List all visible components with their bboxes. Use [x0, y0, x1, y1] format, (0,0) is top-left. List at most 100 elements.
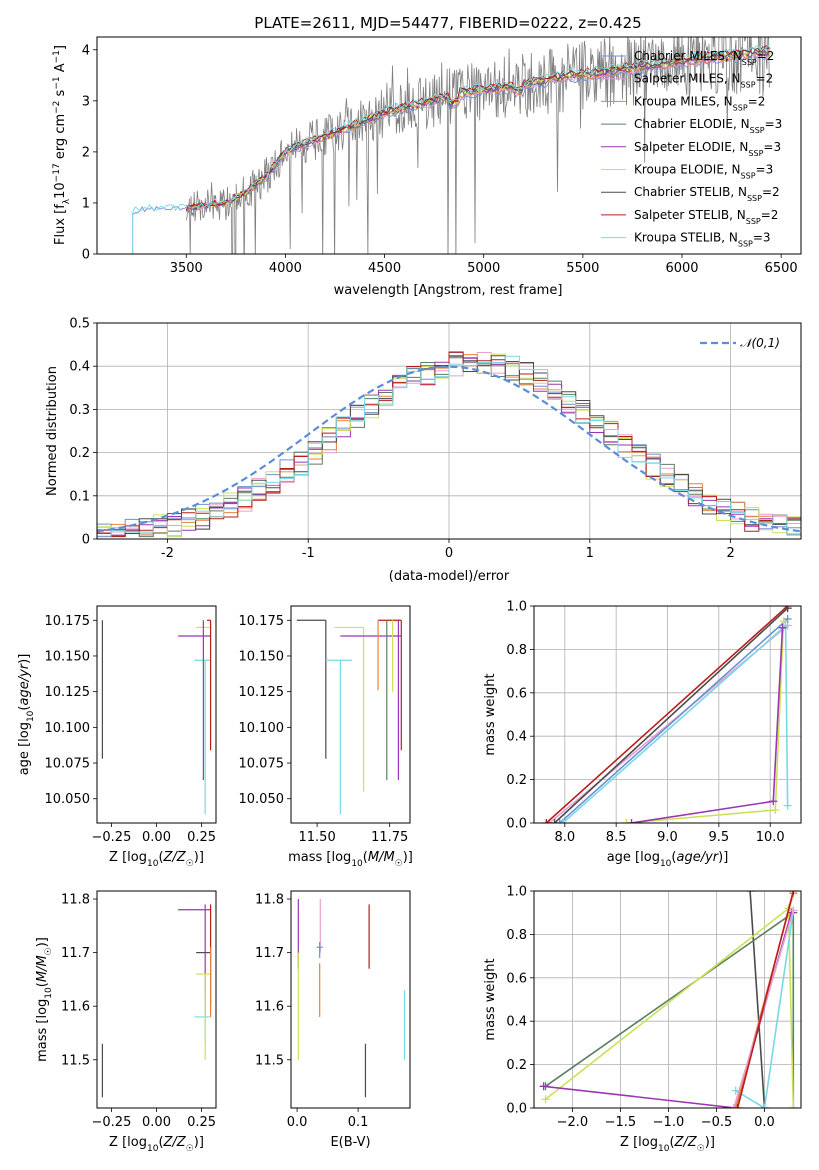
axes-frame: [96, 890, 217, 1109]
normal-curve: [97, 365, 801, 533]
mass-weight-marker: [622, 819, 631, 823]
legend-label: Chabrier ELODIE, NSSP=3: [634, 117, 782, 135]
mass-weight-line: [545, 606, 789, 823]
y-tick-label: 10.175: [239, 614, 285, 629]
mass-weight-marker: [733, 1104, 742, 1108]
x-axis-label: Z [log10(Z/Z☉)]: [620, 1135, 715, 1154]
x-axis-label: age [log10(age/yr)]: [607, 850, 729, 869]
y-tick-label: 2: [82, 145, 90, 160]
x-tick-label: -1: [302, 546, 315, 561]
mass-weight-marker: [558, 819, 567, 823]
axes-frame: [96, 605, 217, 824]
x-tick-label: 0: [445, 546, 453, 561]
x-tick-label: 1: [586, 546, 594, 561]
y-axis-label: mass weight: [483, 958, 498, 1040]
x-tick-label: 5000: [467, 261, 500, 276]
age-vs-metallicity-panel: −0.25 0.00 0.25 10.050 10.075 10.100 10.125 10.…: [17, 605, 217, 869]
x-tick-label: 9.0: [657, 830, 678, 845]
x-axis-label: (data-model)/error: [389, 569, 510, 584]
y-tick-label: 10.075: [45, 757, 91, 772]
mass-weight-vs-age-panel: 8.0 8.5 9.0 9.5 10.0 0.0 0.2 0.4 0.6 0.8 1.0 age [l…: [483, 600, 802, 869]
x-tick-label: 0.0: [287, 1115, 308, 1130]
y-tick-label: 11.6: [61, 1000, 90, 1015]
x-tick-label: 2: [726, 546, 734, 561]
legend: Chabrier MILES, NSSP=2 Salpeter MILES, NS…: [601, 49, 782, 248]
y-tick-label: 10.150: [45, 649, 91, 664]
y-tick-label: 1.0: [506, 600, 527, 615]
mass-weight-marker: [783, 606, 792, 610]
y-tick-label: 0.5: [69, 317, 90, 332]
mass-weight-marker: [783, 801, 792, 810]
x-axis-label: wavelength [Angstrom, rest frame]: [334, 283, 563, 298]
y-tick-label: 11.7: [255, 946, 284, 961]
plot-area: [132, 37, 771, 254]
axes-frame: [290, 605, 411, 824]
x-tick-label: 11.50: [299, 830, 336, 845]
x-tick-label: 9.5: [709, 830, 730, 845]
y-axis-label: mass weight: [483, 673, 498, 755]
mass-weight-line: [545, 911, 795, 1108]
legend-label: Salpeter ELODIE, NSSP=3: [634, 140, 781, 158]
x-tick-label: -2: [161, 546, 174, 561]
x-tick-label: 0.00: [142, 1115, 171, 1130]
model-spectrum-line: [132, 43, 771, 254]
plot-area: [296, 619, 402, 815]
x-tick-label: 0.25: [187, 830, 216, 845]
mass-weight-line: [626, 621, 785, 823]
mass-weight-line: [749, 891, 766, 1108]
y-tick-label: 0.1: [69, 489, 90, 504]
x-tick-label: −2.0: [557, 1115, 589, 1130]
model-spectrum-line: [185, 44, 770, 211]
y-tick-label: 10.050: [239, 792, 285, 807]
y-tick-label: 3: [82, 94, 90, 109]
y-axis-label: Flux [fλ10−17 erg cm−2 s−1 A−1]: [52, 45, 72, 245]
x-tick-label: −0.5: [701, 1115, 733, 1130]
legend-label: Chabrier STELIB, NSSP=2: [634, 185, 780, 203]
mass-weight-line: [559, 618, 789, 823]
axes-frame: [290, 890, 411, 1109]
y-tick-label: 0.2: [506, 773, 527, 788]
y-tick-label: 10.100: [239, 721, 285, 736]
legend-label: Salpeter MILES, NSSP=2: [634, 72, 773, 90]
y-tick-label: 0.8: [506, 643, 527, 658]
x-tick-label: 3500: [170, 261, 203, 276]
histogram-step: [97, 355, 801, 539]
axes-frame: [533, 605, 802, 824]
mass-weight-marker: [542, 819, 551, 823]
y-tick-label: 11.8: [61, 893, 90, 908]
y-tick-label: 0.0: [506, 817, 527, 832]
mass-weight-marker: [778, 623, 787, 632]
y-tick-label: 11.6: [255, 1000, 284, 1015]
x-tick-label: 8.0: [554, 830, 575, 845]
spectrum-panel: 3500 4000 4500 5000 5500 6000 6500 0 1 2 3 4 Chabrie…: [52, 36, 802, 298]
legend-label: 𝒩(0,1): [740, 336, 780, 350]
legend-label: Kroupa ELODIE, NSSP=3: [634, 163, 773, 181]
y-tick-label: 11.5: [61, 1053, 90, 1068]
y-tick-label: 10.075: [239, 757, 285, 772]
y-tick-label: 10.100: [45, 721, 91, 736]
x-tick-label: 0.1: [348, 1115, 369, 1130]
mass-weight-marker: [789, 891, 798, 895]
y-tick-label: 0.8: [506, 928, 527, 943]
mass-weight-marker: [771, 805, 780, 814]
plot-area: [542, 606, 792, 823]
y-tick-label: 10.150: [239, 649, 285, 664]
y-tick-label: 0.4: [506, 1015, 527, 1030]
mass-vs-extinction-panel: 0.0 0.1 11.5 11.6 11.7 11.8 E(B-V): [255, 890, 411, 1150]
legend-label: Salpeter STELIB, NSSP=2: [634, 208, 778, 226]
mass-weight-line: [562, 623, 789, 823]
y-tick-label: 0.6: [506, 971, 527, 986]
y-tick-label: 0.6: [506, 686, 527, 701]
x-tick-label: 0.00: [142, 830, 171, 845]
y-axis-label: age [log10(age/yr)]: [17, 654, 36, 776]
y-axis-label: Normed distribution: [45, 366, 60, 496]
x-tick-label: 6000: [665, 261, 698, 276]
axes-frame: [533, 890, 802, 1109]
legend-label: Chabrier MILES, NSSP=2: [634, 49, 774, 67]
residual-histogram-panel: -2 -1 0 1 2 0 0.1 0.2 0.3 0.4 0.5 𝒩(0,1) (data-model…: [45, 317, 802, 584]
plot-area: [97, 351, 801, 539]
x-tick-label: 4000: [269, 261, 302, 276]
mass-weight-vs-metallicity-panel: −2.0 −1.5 −1.0 −0.5 0.0 0.0 0.2 0.4 0.6 0.8 1.0 Z […: [483, 885, 802, 1154]
y-tick-label: 0.3: [69, 403, 90, 418]
y-tick-label: 0.0: [506, 1102, 527, 1117]
